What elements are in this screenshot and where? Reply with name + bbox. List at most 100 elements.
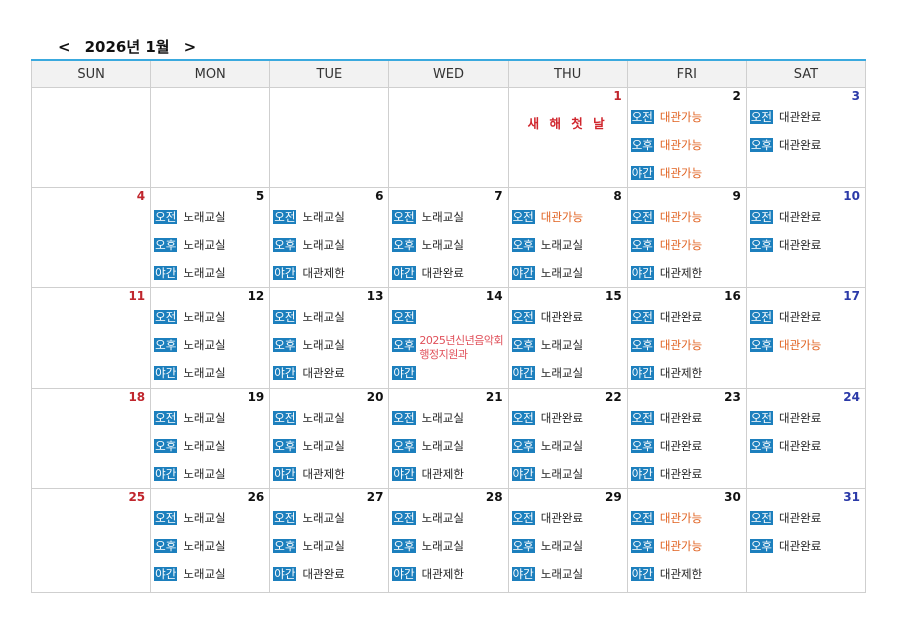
reservation-entry[interactable]: 오후 대관완료 <box>747 231 865 259</box>
day-cell[interactable]: 3 오전 대관완료 오후 대관완료 <box>745 87 867 188</box>
day-cell[interactable]: 23 오전 대관완료 오후 대관완료 야간 대관완료 <box>626 388 747 489</box>
reservation-entry[interactable]: 오전 노래교실 <box>151 203 269 231</box>
day-cell[interactable]: 17 오전 대관완료 오후 대관가능 <box>745 287 867 389</box>
day-cell[interactable]: 30 오전 대관가능 오후 대관가능 야간 대관제한 <box>626 488 747 593</box>
next-month-button[interactable]: > <box>183 37 197 56</box>
reservation-entry[interactable]: 오후 대관완료 <box>747 532 865 560</box>
reservation-entry[interactable]: 오후 <box>389 331 507 359</box>
reservation-entry[interactable]: 오후 노래교실 <box>151 231 269 259</box>
reservation-entry[interactable]: 오전 노래교실 <box>270 203 388 231</box>
reservation-entry[interactable]: 오전 대관완료 <box>509 504 627 532</box>
day-cell[interactable]: 25 <box>30 488 152 593</box>
reservation-entry[interactable]: 야간 노래교실 <box>151 359 269 387</box>
reservation-entry[interactable]: 오전 노래교실 <box>389 404 507 432</box>
day-cell[interactable]: 8 오전 대관가능 오후 노래교실 야간 노래교실 <box>507 187 628 288</box>
reservation-entry[interactable]: 야간 <box>389 359 507 387</box>
day-cell[interactable] <box>269 87 390 188</box>
reservation-entry[interactable]: 야간 대관제한 <box>628 560 746 588</box>
reservation-entry[interactable]: 오전 노래교실 <box>270 404 388 432</box>
day-cell[interactable]: 12 오전 노래교실 오후 노래교실 야간 노래교실 <box>150 287 271 389</box>
day-cell[interactable]: 5 오전 노래교실 오후 노래교실 야간 노래교실 <box>150 187 271 288</box>
reservation-entry[interactable]: 오전 <box>389 303 507 331</box>
day-cell[interactable]: 16 오전 대관완료 오후 대관가능 야간 대관제한 <box>626 287 747 389</box>
reservation-entry[interactable]: 오후 노래교실 <box>270 231 388 259</box>
reservation-entry[interactable]: 야간 대관제한 <box>628 359 746 387</box>
day-cell[interactable]: 29 오전 대관완료 오후 노래교실 야간 노래교실 <box>507 488 628 593</box>
reservation-entry[interactable]: 오전 노래교실 <box>270 303 388 331</box>
day-cell[interactable]: 22 오전 대관완료 오후 노래교실 야간 노래교실 <box>507 388 628 489</box>
reservation-entry[interactable]: 오전 대관가능 <box>628 504 746 532</box>
reservation-entry[interactable]: 오전 대관완료 <box>628 404 746 432</box>
reservation-entry[interactable]: 오후 노래교실 <box>509 231 627 259</box>
reservation-entry[interactable]: 오전 대관가능 <box>628 103 746 131</box>
reservation-entry[interactable]: 오전 대관완료 <box>747 404 865 432</box>
day-cell[interactable]: 13 오전 노래교실 오후 노래교실 야간 대관완료 <box>269 287 390 389</box>
reservation-entry[interactable]: 오후 대관가능 <box>628 331 746 359</box>
reservation-entry[interactable]: 오전 노래교실 <box>389 504 507 532</box>
reservation-entry[interactable]: 오후 노래교실 <box>270 432 388 460</box>
day-cell[interactable]: 11 <box>30 287 152 389</box>
reservation-entry[interactable]: 오전 노래교실 <box>389 203 507 231</box>
reservation-entry[interactable]: 야간 대관제한 <box>389 460 507 488</box>
reservation-entry[interactable]: 오전 대관완료 <box>509 303 627 331</box>
reservation-entry[interactable]: 오후 대관완료 <box>747 131 865 159</box>
day-cell[interactable]: 31 오전 대관완료 오후 대관완료 <box>745 488 867 593</box>
day-cell[interactable]: 28 오전 노래교실 오후 노래교실 야간 대관제한 <box>388 488 509 593</box>
day-cell[interactable] <box>150 87 271 188</box>
reservation-entry[interactable]: 야간 노래교실 <box>509 460 627 488</box>
reservation-entry[interactable]: 야간 노래교실 <box>151 460 269 488</box>
reservation-entry[interactable]: 오후 노래교실 <box>151 432 269 460</box>
reservation-entry[interactable]: 오전 대관완료 <box>747 103 865 131</box>
reservation-entry[interactable]: 오후 대관가능 <box>628 131 746 159</box>
day-cell[interactable]: 14 오전 오후 야간 2025년신년음악회 행정지원과 <box>388 287 509 389</box>
reservation-entry[interactable]: 야간 노래교실 <box>509 359 627 387</box>
reservation-entry[interactable]: 오후 노래교실 <box>509 432 627 460</box>
reservation-entry[interactable]: 오후 대관가능 <box>628 231 746 259</box>
day-cell[interactable]: 19 오전 노래교실 오후 노래교실 야간 노래교실 <box>150 388 271 489</box>
day-cell[interactable] <box>388 87 509 188</box>
reservation-entry[interactable]: 야간 대관제한 <box>270 259 388 287</box>
reservation-entry[interactable]: 오전 대관완료 <box>628 303 746 331</box>
reservation-entry[interactable]: 야간 대관제한 <box>389 560 507 588</box>
day-cell[interactable]: 9 오전 대관가능 오후 대관가능 야간 대관제한 <box>626 187 747 288</box>
reservation-entry[interactable]: 야간 노래교실 <box>509 560 627 588</box>
day-cell[interactable]: 2 오전 대관가능 오후 대관가능 야간 대관가능 <box>626 87 747 188</box>
day-cell[interactable]: 26 오전 노래교실 오후 노래교실 야간 노래교실 <box>150 488 271 593</box>
reservation-entry[interactable]: 오전 대관가능 <box>509 203 627 231</box>
day-cell[interactable]: 27 오전 노래교실 오후 노래교실 야간 대관완료 <box>269 488 390 593</box>
day-cell[interactable]: 21 오전 노래교실 오후 노래교실 야간 대관제한 <box>388 388 509 489</box>
reservation-entry[interactable]: 오후 노래교실 <box>270 532 388 560</box>
reservation-entry[interactable]: 오전 대관완료 <box>747 203 865 231</box>
day-cell[interactable]: 10 오전 대관완료 오후 대관완료 <box>745 187 867 288</box>
reservation-entry[interactable]: 야간 대관완료 <box>389 259 507 287</box>
reservation-entry[interactable]: 오후 대관완료 <box>747 432 865 460</box>
reservation-entry[interactable]: 야간 대관완료 <box>628 460 746 488</box>
day-cell[interactable]: 6 오전 노래교실 오후 노래교실 야간 대관제한 <box>269 187 390 288</box>
reservation-entry[interactable]: 오후 노래교실 <box>389 532 507 560</box>
day-cell[interactable]: 18 <box>30 388 152 489</box>
reservation-entry[interactable]: 야간 대관완료 <box>270 359 388 387</box>
day-cell[interactable]: 24 오전 대관완료 오후 대관완료 <box>745 388 867 489</box>
reservation-entry[interactable]: 오전 대관완료 <box>509 404 627 432</box>
day-cell[interactable]: 7 오전 노래교실 오후 노래교실 야간 대관완료 <box>388 187 509 288</box>
reservation-entry[interactable]: 오전 대관가능 <box>628 203 746 231</box>
day-cell[interactable]: 20 오전 노래교실 오후 노래교실 야간 대관제한 <box>269 388 390 489</box>
reservation-entry[interactable]: 오후 노래교실 <box>389 231 507 259</box>
reservation-entry[interactable]: 오후 노래교실 <box>151 532 269 560</box>
reservation-entry[interactable]: 오후 대관완료 <box>628 432 746 460</box>
reservation-entry[interactable]: 야간 대관가능 <box>628 159 746 187</box>
reservation-entry[interactable]: 야간 대관제한 <box>270 460 388 488</box>
day-cell[interactable]: 4 <box>30 187 152 288</box>
reservation-entry[interactable]: 야간 대관제한 <box>628 259 746 287</box>
reservation-entry[interactable]: 야간 노래교실 <box>509 259 627 287</box>
reservation-entry[interactable]: 오전 대관완료 <box>747 504 865 532</box>
reservation-entry[interactable]: 오후 노래교실 <box>151 331 269 359</box>
reservation-entry[interactable]: 오후 노래교실 <box>270 331 388 359</box>
day-cell[interactable]: 15 오전 대관완료 오후 노래교실 야간 노래교실 <box>507 287 628 389</box>
reservation-entry[interactable]: 오전 노래교실 <box>151 303 269 331</box>
reservation-entry[interactable]: 오후 대관가능 <box>747 331 865 359</box>
reservation-entry[interactable]: 오후 노래교실 <box>389 432 507 460</box>
reservation-entry[interactable]: 오후 노래교실 <box>509 331 627 359</box>
reservation-entry[interactable]: 오전 노래교실 <box>151 504 269 532</box>
event-note[interactable]: 2025년신년음악회 행정지원과 <box>419 334 503 362</box>
